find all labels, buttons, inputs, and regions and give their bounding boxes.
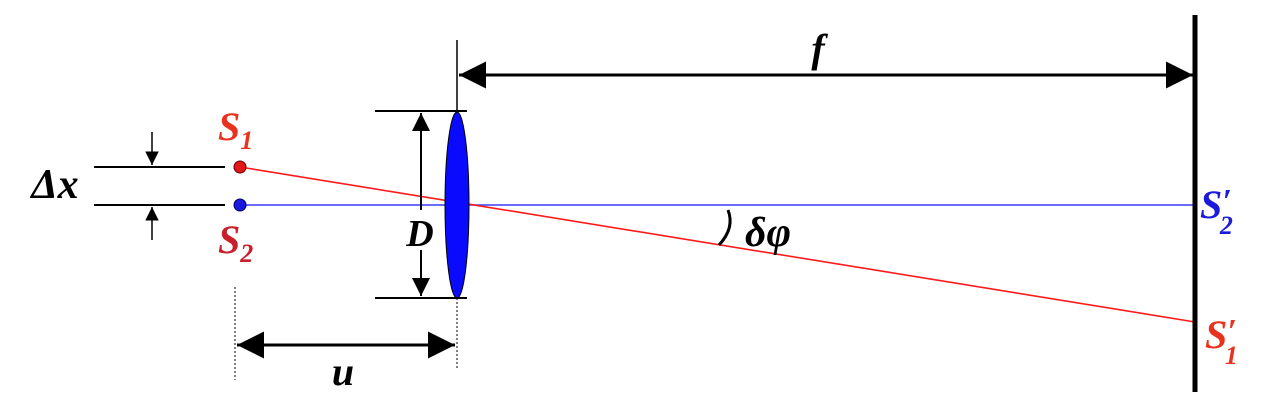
separation-label: Δx (29, 162, 78, 208)
image-1-label: S′ 1 (1205, 312, 1238, 370)
ray-s1 (239, 166, 1196, 323)
angle-label: δφ (745, 210, 791, 256)
lens (444, 111, 470, 299)
object-distance-label: u (332, 349, 354, 394)
image-2-label: S′ 2 (1200, 182, 1233, 240)
source-1-label: S1 (218, 104, 253, 155)
focal-length-label: f (811, 26, 828, 71)
angle-arc (717, 209, 732, 247)
source-2-label: S2 (218, 217, 253, 268)
aperture-label: D (405, 213, 433, 255)
source-2-dot (233, 198, 247, 212)
source-1-dot (233, 160, 247, 174)
